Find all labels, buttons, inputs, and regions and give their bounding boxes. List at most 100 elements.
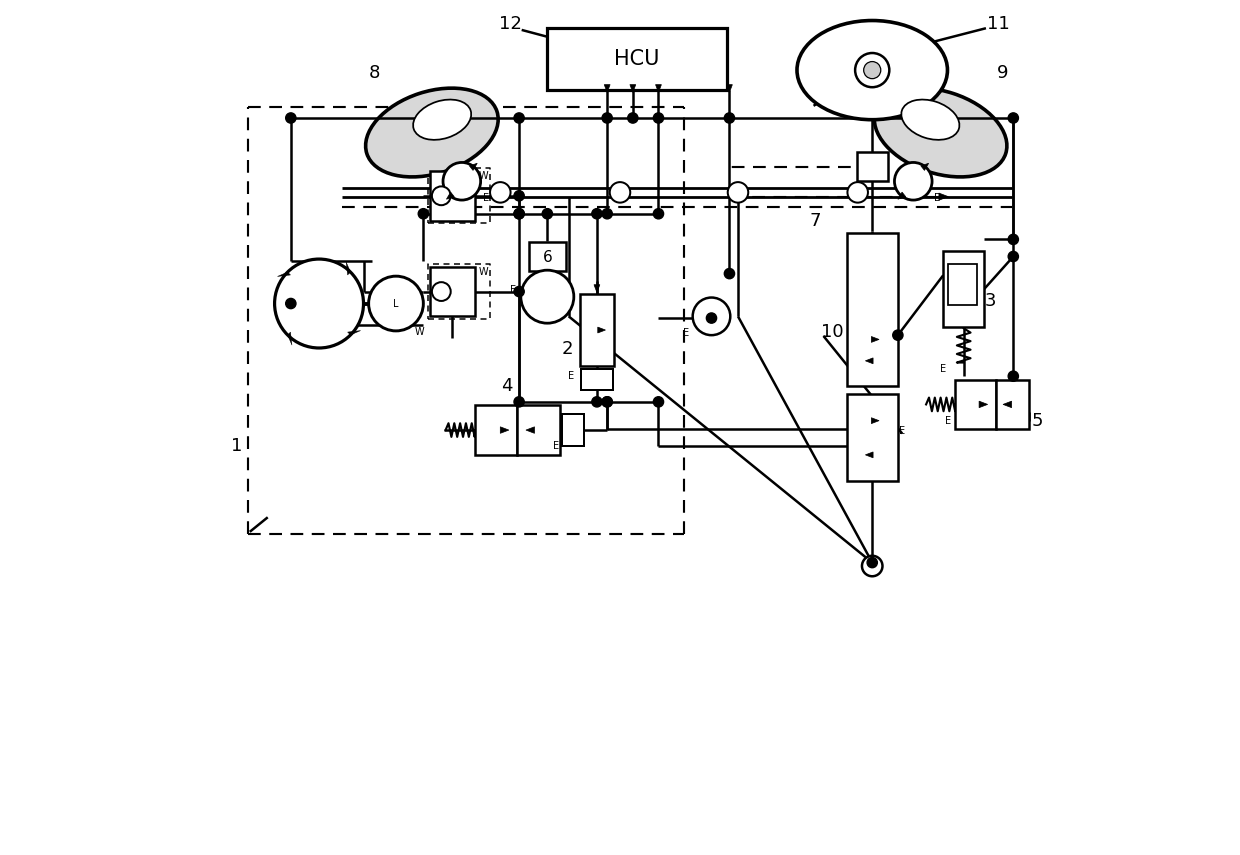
Text: 12: 12 [500, 15, 522, 33]
Circle shape [653, 397, 663, 407]
Text: E: E [553, 441, 559, 451]
Text: W: W [479, 267, 489, 277]
Bar [944, 251, 985, 327]
Circle shape [432, 186, 450, 205]
Circle shape [515, 191, 525, 201]
Bar [949, 264, 977, 305]
Circle shape [515, 113, 525, 123]
Text: 5: 5 [1032, 411, 1043, 430]
Circle shape [542, 209, 553, 219]
Circle shape [867, 557, 878, 568]
Bar [955, 380, 996, 429]
Circle shape [1008, 371, 1018, 381]
Ellipse shape [413, 99, 471, 140]
Text: L: L [393, 298, 399, 309]
Circle shape [285, 298, 296, 309]
Polygon shape [630, 85, 636, 92]
Circle shape [515, 286, 525, 297]
Polygon shape [526, 427, 534, 433]
Circle shape [515, 397, 525, 407]
Circle shape [521, 270, 574, 323]
Circle shape [847, 182, 868, 203]
Polygon shape [980, 401, 987, 408]
Text: 11: 11 [987, 15, 1009, 33]
Text: E: E [934, 193, 940, 203]
Bar [475, 405, 517, 455]
Polygon shape [604, 85, 610, 92]
Bar [547, 28, 727, 90]
Polygon shape [346, 262, 351, 275]
Circle shape [432, 282, 450, 301]
Bar [996, 380, 1029, 429]
Text: 2: 2 [562, 339, 573, 358]
Polygon shape [288, 332, 291, 345]
Circle shape [627, 113, 637, 123]
Circle shape [274, 259, 363, 348]
Bar [580, 369, 613, 390]
Bar [528, 242, 567, 271]
Text: E: E [899, 426, 905, 436]
Circle shape [591, 397, 603, 407]
Polygon shape [866, 452, 873, 457]
Polygon shape [921, 163, 929, 170]
Text: 6: 6 [542, 250, 552, 265]
Bar [517, 405, 560, 455]
Bar [580, 294, 614, 366]
Text: 7: 7 [810, 211, 821, 230]
Bar [430, 171, 475, 221]
Circle shape [443, 162, 481, 200]
Polygon shape [656, 85, 661, 92]
Text: E: E [482, 193, 489, 203]
Text: E: E [683, 328, 689, 339]
Ellipse shape [366, 88, 498, 177]
Circle shape [603, 209, 613, 219]
Text: E: E [510, 285, 516, 295]
Circle shape [894, 162, 932, 200]
Text: W: W [415, 327, 425, 337]
Ellipse shape [797, 21, 947, 120]
Circle shape [603, 397, 613, 407]
Polygon shape [347, 331, 361, 335]
Polygon shape [598, 327, 605, 333]
Text: 3: 3 [985, 292, 996, 310]
Ellipse shape [901, 99, 960, 140]
Circle shape [603, 113, 613, 123]
Circle shape [610, 182, 630, 203]
Circle shape [653, 113, 663, 123]
Circle shape [603, 397, 613, 407]
Polygon shape [939, 193, 949, 200]
Circle shape [1008, 113, 1018, 123]
Circle shape [707, 313, 717, 323]
Polygon shape [872, 337, 879, 342]
Ellipse shape [874, 88, 1007, 177]
Circle shape [1008, 251, 1018, 262]
Bar [847, 394, 898, 481]
Text: 1: 1 [232, 437, 243, 456]
Polygon shape [470, 163, 477, 170]
Circle shape [515, 209, 525, 219]
Polygon shape [872, 418, 879, 423]
Polygon shape [594, 285, 600, 292]
Polygon shape [446, 192, 454, 199]
Circle shape [653, 209, 663, 219]
Circle shape [368, 276, 423, 331]
Polygon shape [727, 85, 733, 92]
Bar [562, 414, 584, 446]
Text: E: E [940, 364, 946, 374]
Bar [857, 152, 888, 181]
Circle shape [591, 209, 603, 219]
Text: 8: 8 [370, 63, 381, 82]
Circle shape [285, 113, 296, 123]
Bar [430, 267, 475, 316]
Circle shape [724, 113, 734, 123]
Text: HCU: HCU [614, 49, 660, 69]
Bar [847, 233, 898, 386]
Circle shape [864, 62, 880, 79]
Circle shape [1008, 234, 1018, 245]
Polygon shape [500, 427, 508, 433]
Circle shape [418, 209, 429, 219]
Circle shape [893, 330, 903, 340]
Circle shape [862, 556, 883, 576]
Circle shape [515, 209, 525, 219]
Circle shape [490, 182, 511, 203]
